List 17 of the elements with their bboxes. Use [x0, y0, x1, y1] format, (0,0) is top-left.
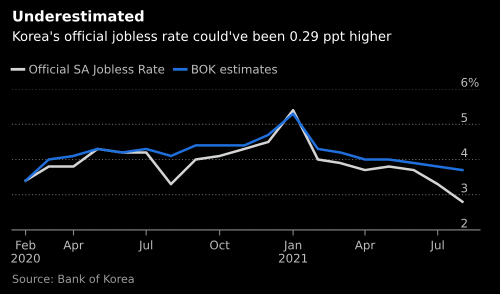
y-tick-label: 4	[461, 148, 468, 158]
x-tick-label: Jan 2021	[278, 240, 308, 263]
x-tick-label: Jul	[430, 240, 444, 252]
x-tick-label: Oct	[210, 240, 230, 250]
y-tick-label: 2	[461, 218, 467, 228]
x-tick-label: Feb 2020	[11, 240, 40, 263]
x-tick-label: Apr	[354, 240, 376, 252]
chart-subtitle: Korea's official jobless rate could've been 0.29 ppt higher	[13, 30, 392, 44]
x-tick-label: Apr	[63, 240, 84, 252]
y-tick-label: 6%	[461, 78, 479, 87]
chart-title: Underestimated	[13, 10, 144, 22]
y-tick-label: 3	[461, 183, 468, 192]
legend-label: BOK estimates	[192, 64, 278, 74]
legend-label: Official SA Jobless Rate	[29, 64, 164, 76]
x-tick-label: Jul	[138, 240, 152, 252]
source-note: Source: Bank of Korea	[12, 274, 134, 284]
y-tick-label: 5	[461, 113, 468, 122]
